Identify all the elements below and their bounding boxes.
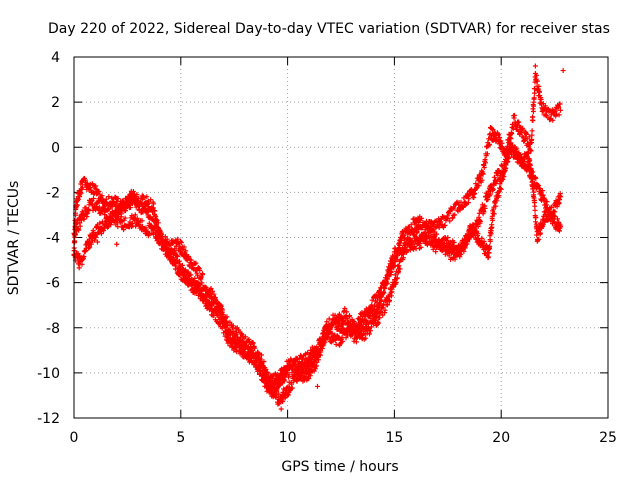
x-axis-label: GPS time / hours xyxy=(281,459,398,475)
y-axis-label: SDTVAR / TECUs xyxy=(6,181,22,296)
y-tick-label: 2 xyxy=(51,95,60,111)
y-tick-label: -4 xyxy=(46,231,60,247)
data-point xyxy=(94,239,100,245)
y-tick-label: -8 xyxy=(46,321,60,337)
data-point xyxy=(560,68,566,74)
y-tick-label: 4 xyxy=(51,50,60,66)
y-tick-label: 0 xyxy=(51,140,60,156)
x-tick-label: 15 xyxy=(385,430,403,446)
data-point xyxy=(114,241,120,247)
y-tick-label: -12 xyxy=(37,411,60,427)
data-point xyxy=(315,383,321,389)
y-tick-label: -10 xyxy=(37,366,60,382)
plot-frame xyxy=(73,56,609,419)
tick-labels: 0 5 10 15 20 25 -12 -10 -8 -6 -4 -2 0 2 4 xyxy=(37,50,617,446)
x-tick-label: 5 xyxy=(176,430,185,446)
x-tick-label: 25 xyxy=(599,430,617,446)
data-trace-2 xyxy=(71,143,564,407)
data-point xyxy=(278,406,284,412)
x-tick-label: 20 xyxy=(492,430,510,446)
y-tick-label: -6 xyxy=(46,276,60,292)
y-tick-label: -2 xyxy=(46,185,60,201)
data-point xyxy=(532,63,538,69)
x-tick-label: 10 xyxy=(279,430,297,446)
x-tick-label: 0 xyxy=(70,430,79,446)
chart-title: Day 220 of 2022, Sidereal Day-to-day VTE… xyxy=(48,21,610,37)
